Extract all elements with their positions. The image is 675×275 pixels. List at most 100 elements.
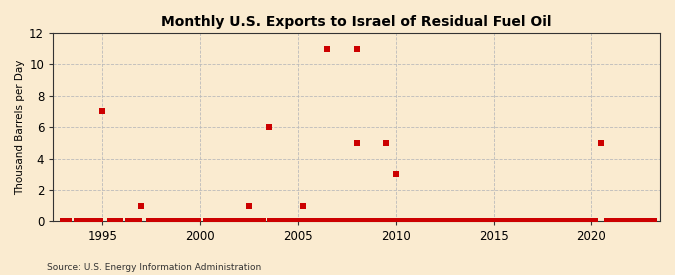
Point bbox=[449, 219, 460, 224]
Point bbox=[431, 219, 442, 224]
Point bbox=[257, 219, 268, 224]
Point bbox=[95, 219, 105, 224]
Point bbox=[367, 219, 377, 224]
Point bbox=[230, 219, 240, 224]
Point bbox=[171, 219, 182, 224]
Point bbox=[437, 219, 448, 224]
Point bbox=[566, 219, 577, 224]
Point bbox=[329, 219, 340, 224]
Point bbox=[601, 219, 612, 224]
Point bbox=[275, 219, 286, 224]
Point bbox=[455, 219, 466, 224]
Point bbox=[371, 219, 381, 224]
Point bbox=[310, 219, 321, 224]
Point bbox=[590, 219, 601, 224]
Point bbox=[322, 46, 333, 51]
Point bbox=[318, 219, 329, 224]
Point bbox=[159, 219, 170, 224]
Point bbox=[596, 141, 607, 145]
Point bbox=[253, 219, 264, 224]
Point bbox=[89, 219, 100, 224]
Point bbox=[525, 219, 536, 224]
Point bbox=[287, 219, 298, 224]
Point bbox=[333, 219, 344, 224]
Y-axis label: Thousand Barrels per Day: Thousand Barrels per Day bbox=[15, 59, 25, 195]
Point bbox=[351, 46, 362, 51]
Title: Monthly U.S. Exports to Israel of Residual Fuel Oil: Monthly U.S. Exports to Israel of Residu… bbox=[161, 15, 552, 29]
Point bbox=[414, 219, 425, 224]
Point bbox=[283, 219, 294, 224]
Point bbox=[578, 219, 589, 224]
Point bbox=[359, 219, 370, 224]
Point bbox=[338, 219, 348, 224]
Point bbox=[183, 219, 194, 224]
Point bbox=[608, 219, 618, 224]
Point bbox=[57, 219, 68, 224]
Point bbox=[388, 219, 399, 224]
Point bbox=[492, 219, 503, 224]
Point bbox=[294, 219, 305, 224]
Point bbox=[271, 219, 281, 224]
Point bbox=[649, 219, 659, 224]
Point bbox=[279, 219, 290, 224]
Point bbox=[572, 219, 583, 224]
Point bbox=[427, 219, 438, 224]
Point bbox=[298, 204, 308, 208]
Point bbox=[165, 219, 176, 224]
Point bbox=[466, 219, 477, 224]
Point bbox=[443, 219, 454, 224]
Point bbox=[561, 219, 572, 224]
Point bbox=[122, 219, 133, 224]
Point bbox=[584, 219, 595, 224]
Point bbox=[153, 219, 164, 224]
Point bbox=[331, 219, 342, 224]
Point bbox=[97, 109, 107, 114]
Point bbox=[537, 219, 548, 224]
Point bbox=[327, 219, 338, 224]
Point bbox=[290, 219, 301, 224]
Point bbox=[218, 219, 229, 224]
Point bbox=[335, 219, 346, 224]
Point bbox=[394, 219, 405, 224]
Point bbox=[400, 219, 411, 224]
Point bbox=[150, 219, 161, 224]
Point bbox=[347, 219, 358, 224]
Point bbox=[200, 219, 211, 224]
Point bbox=[342, 219, 352, 224]
Point bbox=[385, 219, 396, 224]
Point bbox=[508, 219, 518, 224]
Point bbox=[234, 219, 244, 224]
Point bbox=[316, 219, 327, 224]
Point bbox=[620, 219, 630, 224]
Point bbox=[420, 219, 431, 224]
Point bbox=[375, 219, 385, 224]
Point bbox=[111, 219, 122, 224]
Point bbox=[72, 219, 82, 224]
Point bbox=[379, 219, 389, 224]
Point bbox=[408, 219, 418, 224]
Point bbox=[177, 219, 188, 224]
Point bbox=[83, 219, 94, 224]
Point bbox=[292, 219, 303, 224]
Point bbox=[134, 219, 144, 224]
Point bbox=[320, 219, 331, 224]
Point bbox=[363, 219, 374, 224]
Point bbox=[410, 219, 421, 224]
Point bbox=[643, 219, 653, 224]
Point bbox=[549, 219, 560, 224]
Point bbox=[404, 219, 415, 224]
Point bbox=[614, 219, 624, 224]
Point bbox=[128, 219, 139, 224]
Point bbox=[483, 219, 493, 224]
Point bbox=[637, 219, 648, 224]
Point bbox=[344, 219, 354, 224]
Point bbox=[631, 219, 642, 224]
Point bbox=[263, 125, 274, 130]
Point bbox=[306, 219, 317, 224]
Point bbox=[461, 219, 472, 224]
Point bbox=[340, 219, 350, 224]
Point bbox=[381, 141, 392, 145]
Point bbox=[502, 219, 513, 224]
Point bbox=[424, 219, 435, 224]
Point bbox=[351, 141, 362, 145]
